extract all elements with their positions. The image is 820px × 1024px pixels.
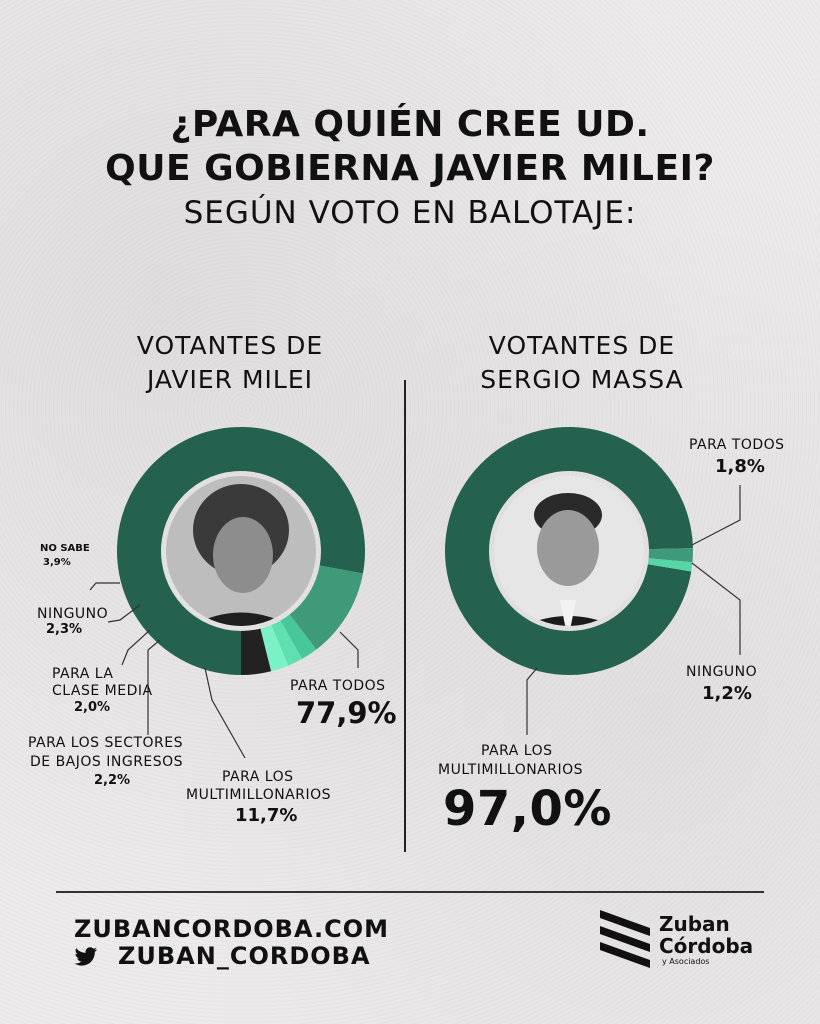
label-bajos-ingresos-line2: DE BAJOS INGRESOS <box>30 754 184 770</box>
label-multimillonarios-massa-line2: MULTIMILLONARIOS <box>438 762 584 778</box>
value-ninguno-massa: 1,2% <box>702 683 752 704</box>
donut-slice-ninguno <box>647 558 693 572</box>
donut-slice-para-los-sectores-de-bajos-ingresos <box>280 614 317 659</box>
value-para-todos-milei: 77,9% <box>296 696 397 730</box>
donut-slice-para-los-multimillonarios <box>444 427 693 676</box>
value-clase-media: 2,0% <box>74 700 111 715</box>
label-ninguno-milei: NINGUNO <box>37 606 109 622</box>
value-multimillonarios-massa: 97,0% <box>443 781 613 837</box>
vertical-divider <box>404 380 406 852</box>
label-bajos-ingresos-line1: PARA LOS SECTORES <box>28 735 184 751</box>
label-ninguno-massa: NINGUNO <box>686 664 758 680</box>
portrait-photo-milei <box>166 476 316 626</box>
right-column-title-line1: VOTANTES DE <box>488 331 676 360</box>
label-para-todos-massa: PARA TODOS <box>689 437 785 453</box>
page-subtitle: SEGÚN VOTO EN BALOTAJE: <box>183 195 637 231</box>
logo-text-line2: Córdoba <box>659 934 754 958</box>
label-clase-media-line2: CLASE MEDIA <box>52 683 153 699</box>
logo-text-line1: Zuban <box>659 912 730 936</box>
value-no-sabe: 3,9% <box>43 557 71 568</box>
value-multimillonarios-milei: 11,7% <box>235 805 298 826</box>
right-column-title-line2: SERGIO MASSA <box>480 365 684 394</box>
leader-lines-milei <box>89 582 359 759</box>
value-bajos-ingresos: 2,2% <box>94 773 131 788</box>
donut-slice-para-los-multimillonarios <box>289 565 363 650</box>
left-column-title-line2: JAVIER MILEI <box>146 365 314 394</box>
footer-website-link[interactable]: ZUBANCORDOBA.COM <box>74 915 389 943</box>
label-para-todos-milei: PARA TODOS <box>290 678 386 694</box>
donut-chart-milei <box>117 426 366 675</box>
label-multimillonarios-milei-line2: MULTIMILLONARIOS <box>186 787 332 803</box>
label-multimillonarios-massa-line1: PARA LOS <box>481 743 553 759</box>
footer-divider <box>56 891 764 893</box>
donut-chart-massa <box>444 427 693 676</box>
donut-slice-no-sabe <box>241 628 272 675</box>
zuban-cordoba-logo-icon <box>600 910 650 968</box>
donut-slice-para-la-clase-media <box>271 620 303 666</box>
leader-lines-massa <box>526 485 741 735</box>
value-para-todos-massa: 1,8% <box>715 456 765 477</box>
label-multimillonarios-milei-line1: PARA LOS <box>222 769 294 785</box>
label-no-sabe: NO SABE <box>40 543 90 554</box>
left-column-title-line1: VOTANTES DE <box>136 331 324 360</box>
donut-slice-ninguno <box>260 625 289 672</box>
page-title-line2: QUE GOBIERNA JAVIER MILEI? <box>105 148 715 189</box>
footer-twitter-handle[interactable]: ZUBAN_CORDOBA <box>118 942 371 970</box>
portrait-photo-massa <box>494 476 644 626</box>
donut-slice-para-todos <box>648 548 693 563</box>
value-ninguno-milei: 2,3% <box>46 622 83 637</box>
label-clase-media-line1: PARA LA <box>52 666 114 682</box>
twitter-icon <box>74 947 98 967</box>
donut-slice-para-todos <box>117 426 366 675</box>
page-title-line1: ¿PARA QUIÉN CREE UD. <box>170 104 650 145</box>
logo-subtext: y Asociados <box>662 957 710 966</box>
